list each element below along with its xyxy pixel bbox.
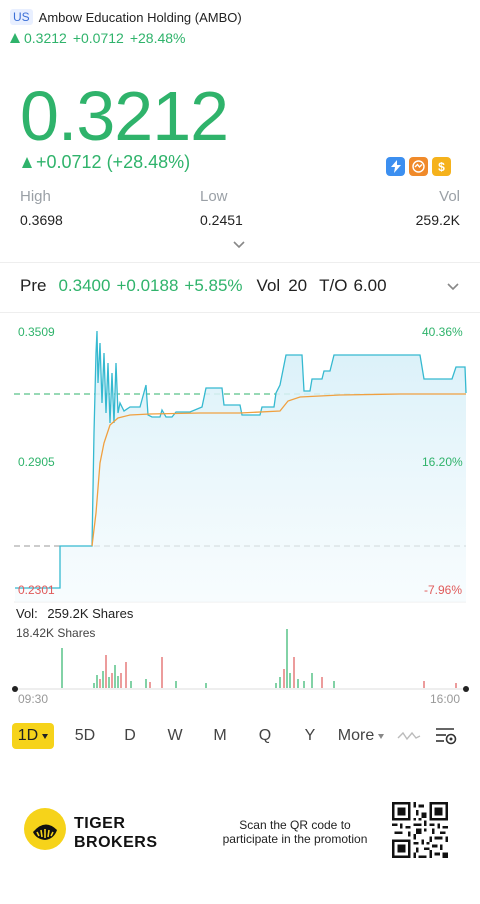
brand-line1: TIGER [74,815,126,832]
tab-w[interactable]: W [167,727,183,744]
price-area [15,331,466,602]
high-label: High [20,188,51,205]
header-change-pct: +28.48% [129,30,186,46]
stock-title: Ambow Education Holding (AMBO) [38,9,242,25]
dollar-glyph: $ [438,159,445,174]
pre-vol-label: Vol [256,276,281,295]
flash-icon[interactable] [386,157,405,176]
axis-start-dot [12,686,18,692]
pre-label: Pre [20,276,47,295]
y-tick-left-mid: 0.2905 [18,455,55,469]
y-tick-right-high: 40.36% [422,325,463,339]
stat-vol: Vol 259.2K [416,188,460,228]
price-line [15,330,467,589]
tab-q[interactable]: Q [258,727,272,744]
y-tick-right-low: -7.96% [424,583,463,597]
market-badge: US [10,9,33,25]
pre-to-label: T/O [319,276,348,295]
stat-high: High 0.3698 [20,188,63,228]
brand-line2: BROKERS [74,834,158,851]
tab-1d[interactable]: 1D [12,723,54,749]
intraday-chart[interactable]: 0.3509 0.2905 0.2301 40.36% 16.20% -7.96… [0,312,480,762]
volume-label-text: Vol: [16,606,38,621]
tab-y[interactable]: Y [304,727,316,744]
pre-vol-value: 20 [288,276,308,295]
pre-change-pct: +5.85% [184,276,243,295]
chart-settings-icon[interactable] [434,725,458,747]
vol-value: 259.2K [415,212,460,228]
tab-5d[interactable]: 5D [74,727,96,744]
y-tick-left-low: 0.2301 [18,583,55,597]
up-arrow-icon [10,33,20,43]
brand-name: TIGER BROKERS [74,814,158,852]
caret-down-icon [378,733,385,739]
tab-more-label: More [337,727,375,744]
y-tick-left-high: 0.3509 [18,325,55,339]
low-label: Low [200,188,228,205]
caret-down-icon [42,733,49,739]
volume-axis-max: 18.42K Shares [16,626,96,640]
premarket-row[interactable]: Pre 0.3400 +0.0188 +5.85% Vol 20 T/O 6.0… [20,276,468,296]
scan-line1: Scan the QR code to [239,818,351,832]
scan-line2: participate in the promotion [222,832,368,846]
chevron-down-icon[interactable] [446,282,460,292]
tab-1d-label: 1D [17,727,39,744]
tab-d[interactable]: D [124,727,136,744]
feature-badges: $ [386,157,451,176]
qr-code-image [392,802,448,858]
pre-price: 0.3400 [58,276,111,295]
time-start: 09:30 [18,692,49,706]
axis-end-dot [463,686,469,692]
volume-value: 259.2K Shares [47,606,134,621]
trend-icon[interactable] [409,157,428,176]
volume-label: Vol: 259.2K Shares [16,606,133,621]
pre-to-value: 6.00 [353,276,387,295]
vol-label: Vol [439,188,460,205]
change-row: +0.0712 (+28.48%) [22,152,190,173]
y-tick-right-mid: 16.20% [422,455,463,469]
change-text: +0.0712 (+28.48%) [36,152,191,172]
up-arrow-icon [22,157,32,168]
header-price: 0.3212 [24,30,67,46]
tab-more[interactable]: More [332,723,390,749]
pre-change: +0.0188 [116,276,179,295]
tab-m[interactable]: M [213,727,227,744]
divider [0,262,480,263]
low-value: 0.2451 [200,212,243,228]
time-end: 16:00 [430,692,461,706]
scan-text: Scan the QR code to participate in the p… [208,818,382,846]
header-change: +0.0712 [72,30,124,46]
volume-bars [61,629,457,688]
tiger-logo-icon [24,808,66,850]
expand-chevron-icon[interactable] [232,240,246,250]
header-quote-row: 0.3212 +0.0712 +28.48% [10,30,470,46]
indicator-icon[interactable] [396,727,422,745]
high-value: 0.3698 [20,212,63,228]
promo-banner[interactable]: TIGER BROKERS Scan the QR code to partic… [0,778,480,904]
stock-header: US Ambow Education Holding (AMBO) 0.3212… [10,8,470,46]
dollar-icon[interactable]: $ [432,157,451,176]
chart-canvas[interactable] [0,313,480,763]
last-price: 0.3212 [20,77,229,155]
avg-price-line [91,393,466,547]
stat-low: Low 0.2451 [200,188,243,228]
period-tabs: 1D 5D D W M Q Y More [12,722,470,750]
